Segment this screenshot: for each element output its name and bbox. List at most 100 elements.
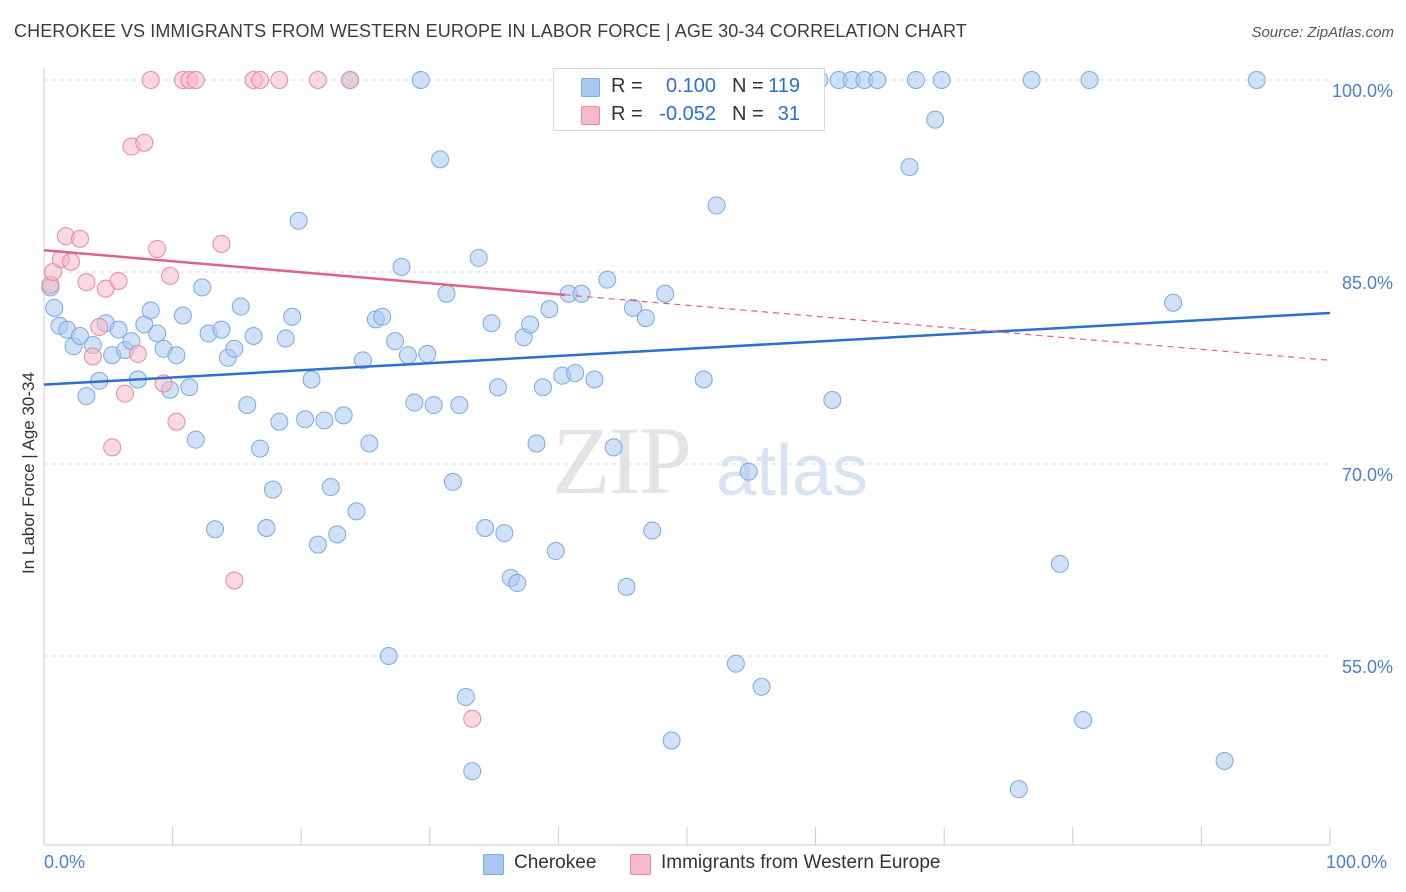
- point-cherokee-6: [77, 387, 96, 406]
- point-cherokee-29: [225, 339, 244, 358]
- series-name-cherokee: Cherokee: [514, 852, 597, 873]
- point-cherokee-20: [167, 346, 186, 365]
- point-western-europe-19: [161, 266, 180, 285]
- point-cherokee-21: [173, 306, 192, 325]
- point-cherokee-111: [1022, 71, 1041, 89]
- point-cherokee-91: [656, 284, 675, 303]
- point-cherokee-82: [566, 364, 585, 383]
- point-cherokee-60: [424, 396, 443, 415]
- point-cherokee-78: [540, 300, 559, 319]
- point-cherokee-77: [533, 378, 552, 397]
- point-western-europe-27: [251, 71, 270, 89]
- point-cherokee-86: [604, 438, 623, 457]
- point-western-europe-25: [225, 571, 244, 590]
- point-cherokee-79: [546, 542, 565, 561]
- y-tick-label-100: 100.0%: [1332, 81, 1393, 101]
- point-western-europe-20: [167, 412, 186, 431]
- legend-swatch-cherokee: [581, 78, 600, 97]
- point-cherokee-96: [726, 654, 745, 673]
- series-swatch-western-europe: [630, 854, 651, 875]
- point-cherokee-62: [437, 284, 456, 303]
- point-cherokee-5: [71, 327, 90, 345]
- point-cherokee-110: [1009, 780, 1028, 799]
- point-cherokee-61: [431, 150, 450, 169]
- point-cherokee-48: [347, 502, 366, 521]
- point-western-europe-29: [308, 71, 327, 89]
- chart-title: CHEROKEE VS IMMIGRANTS FROM WESTERN EURO…: [14, 21, 967, 41]
- point-cherokee-107: [906, 71, 925, 89]
- point-cherokee-71: [495, 524, 514, 543]
- source-credit: Source: ZipAtlas.com: [1251, 24, 1394, 41]
- point-cherokee-41: [302, 370, 321, 389]
- point-cherokee-109: [932, 71, 951, 89]
- point-western-europe-10: [103, 438, 122, 457]
- trendline-western-europe: [43, 248, 565, 297]
- point-cherokee-87: [617, 577, 636, 596]
- point-cherokee-38: [283, 307, 302, 326]
- series-legend: Cherokee Immigrants from Western Europe: [0, 852, 1406, 878]
- point-cherokee-117: [1247, 71, 1266, 89]
- point-cherokee-113: [1074, 711, 1093, 729]
- point-cherokee-46: [334, 406, 353, 425]
- point-cherokee-24: [193, 278, 212, 297]
- point-western-europe-16: [141, 71, 160, 89]
- point-western-europe-14: [128, 344, 147, 363]
- point-cherokee-75: [521, 315, 540, 334]
- point-cherokee-88: [623, 298, 642, 317]
- point-cherokee-68: [476, 519, 495, 537]
- point-cherokee-52: [373, 307, 392, 326]
- legend-n-label: N =: [732, 103, 764, 125]
- legend-r-label: R =: [611, 103, 643, 125]
- point-cherokee-31: [238, 396, 257, 415]
- point-cherokee-17: [148, 324, 167, 343]
- point-cherokee-114: [1080, 71, 1099, 89]
- point-cherokee-89: [636, 309, 655, 328]
- legend-r-value-cherokee: 0.100: [665, 75, 716, 97]
- trendline-cherokee: [43, 311, 1331, 386]
- point-cherokee-1: [45, 298, 64, 317]
- point-cherokee-63: [443, 472, 462, 491]
- series-name-western-europe: Immigrants from Western Europe: [661, 852, 941, 873]
- point-western-europe-23: [186, 71, 205, 89]
- point-western-europe-7: [83, 347, 102, 366]
- point-cherokee-84: [585, 370, 604, 389]
- point-cherokee-27: [212, 320, 231, 339]
- legend-n-value-western-europe: 31: [777, 103, 800, 125]
- legend-r-value-western-europe: -0.052: [659, 103, 716, 125]
- point-cherokee-115: [1164, 293, 1183, 312]
- point-cherokee-37: [276, 329, 295, 348]
- point-western-europe-24: [212, 234, 231, 253]
- legend-n-label: N =: [732, 75, 764, 97]
- y-axis-label: In Labor Force | Age 30-34: [19, 372, 38, 574]
- point-cherokee-26: [206, 520, 225, 539]
- point-cherokee-33: [251, 439, 270, 458]
- point-cherokee-70: [488, 378, 507, 397]
- legend-r-label: R =: [611, 75, 643, 97]
- point-cherokee-57: [405, 393, 424, 412]
- point-cherokee-66: [463, 762, 482, 781]
- point-cherokee-22: [180, 378, 199, 397]
- point-cherokee-45: [328, 525, 347, 544]
- watermark-zip: ZIP: [552, 407, 692, 514]
- point-cherokee-112: [1050, 554, 1069, 573]
- point-western-europe-30: [341, 71, 360, 89]
- point-cherokee-36: [270, 412, 289, 431]
- point-cherokee-53: [379, 647, 398, 665]
- point-cherokee-54: [386, 332, 405, 351]
- correlation-legend: R = 0.100 N = 119 R = -0.052 N = 31: [553, 68, 825, 131]
- point-cherokee-76: [527, 434, 546, 453]
- point-cherokee-94: [694, 370, 713, 389]
- point-western-europe-31: [463, 709, 482, 728]
- point-western-europe-12: [116, 384, 135, 403]
- x-tick-label-min: 0.0%: [44, 852, 86, 872]
- point-cherokee-39: [289, 211, 308, 230]
- point-cherokee-83: [572, 284, 591, 303]
- point-cherokee-49: [353, 351, 372, 370]
- y-tick-label-70: 70.0%: [1342, 465, 1393, 485]
- point-cherokee-44: [321, 478, 340, 497]
- series-swatch-cherokee: [483, 854, 504, 875]
- point-cherokee-98: [752, 677, 771, 696]
- point-cherokee-90: [643, 521, 662, 540]
- point-cherokee-85: [598, 270, 617, 289]
